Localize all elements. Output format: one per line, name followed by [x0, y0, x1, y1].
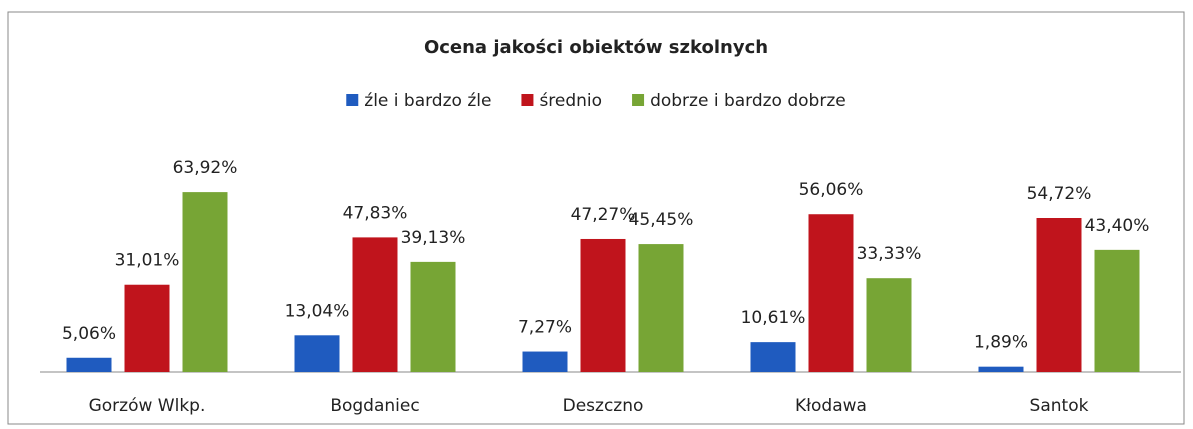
- bar: [1094, 249, 1140, 372]
- bar: [522, 351, 568, 372]
- legend-swatch: [346, 94, 359, 106]
- data-label: 10,61%: [741, 308, 806, 328]
- bar: [750, 342, 796, 372]
- x-tick-label: Santok: [1030, 396, 1089, 416]
- bar: [294, 335, 340, 372]
- bar: [580, 238, 626, 372]
- data-label: 5,06%: [62, 324, 116, 344]
- data-label: 47,83%: [343, 203, 408, 223]
- legend-label: dobrze i bardzo dobrze: [650, 91, 846, 111]
- legend-swatch: [632, 94, 645, 106]
- data-label: 33,33%: [857, 244, 922, 264]
- bar: [182, 192, 228, 372]
- bar: [808, 214, 854, 372]
- bar: [410, 261, 456, 372]
- data-label: 56,06%: [799, 180, 864, 200]
- chart-title: Ocena jakości obiektów szkolnych: [424, 37, 768, 58]
- data-label: 39,13%: [401, 228, 466, 248]
- bar: [638, 244, 684, 372]
- data-label: 63,92%: [173, 158, 238, 178]
- bar: [124, 284, 170, 372]
- data-label: 43,40%: [1085, 216, 1150, 236]
- bar: [66, 357, 112, 372]
- x-tick-label: Bogdaniec: [330, 396, 419, 416]
- data-label: 1,89%: [974, 333, 1028, 353]
- data-label: 7,27%: [518, 318, 572, 338]
- data-label: 45,45%: [629, 210, 694, 230]
- x-tick-label: Gorzów Wlkp.: [89, 396, 206, 416]
- bar: [352, 237, 398, 372]
- bar: [978, 366, 1024, 372]
- legend-label: źle i bardzo źle: [364, 91, 491, 111]
- data-label: 13,04%: [285, 301, 350, 321]
- legend-swatch: [521, 94, 534, 106]
- bar: [1036, 218, 1082, 372]
- legend-label: średnio: [539, 91, 602, 111]
- data-label: 54,72%: [1027, 184, 1092, 204]
- x-tick-label: Deszczno: [563, 396, 644, 416]
- bar: [866, 278, 912, 372]
- x-tick-label: Kłodawa: [795, 396, 867, 416]
- data-label: 47,27%: [571, 205, 636, 225]
- data-label: 31,01%: [115, 251, 180, 271]
